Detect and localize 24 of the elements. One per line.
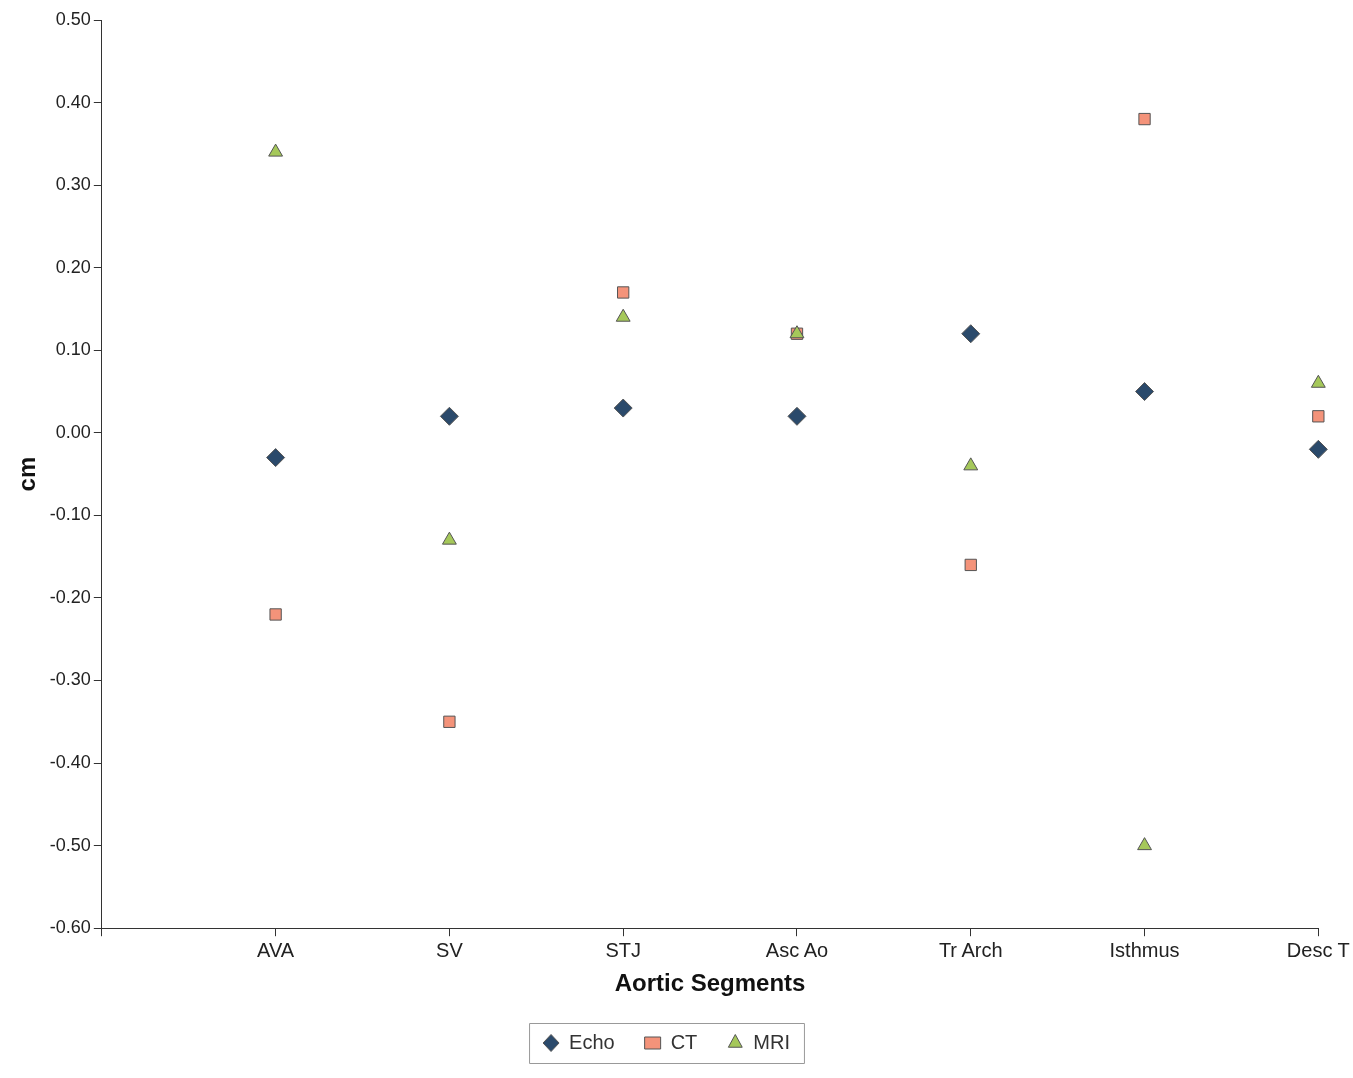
legend-label: Echo [569,1030,615,1053]
x-tick-label: AVA [257,938,295,961]
x-tick-label: Asc Ao [765,938,829,961]
y-tick-label: 0.10 [55,339,91,360]
legend-label: MRI [753,1030,790,1053]
x-tick-label: SV [436,938,464,961]
y-tick-label: 0.40 [55,91,91,112]
x-tick-label: Tr Arch [938,938,1003,961]
y-tick-label: 0.00 [55,421,91,442]
y-tick-label: -0.40 [49,752,91,773]
x-tick-label: Desc T [1286,938,1350,961]
x-tick-label: STJ [605,938,641,961]
legend-label: CT [670,1030,698,1053]
y-tick-label: 0.30 [55,174,91,195]
y-tick-label: -0.10 [49,504,91,525]
x-axis-title: Aortic Segments [614,969,806,997]
y-tick-label: -0.50 [49,834,91,855]
x-tick-label: Isthmus [1109,938,1180,961]
y-axis-title: cm [13,456,41,492]
y-tick-label: -0.30 [49,669,91,690]
y-tick-label: 0.20 [55,256,91,277]
y-tick-label: -0.20 [49,586,91,607]
y-tick-label: -0.60 [49,917,91,938]
y-tick-label: 0.50 [55,8,91,29]
